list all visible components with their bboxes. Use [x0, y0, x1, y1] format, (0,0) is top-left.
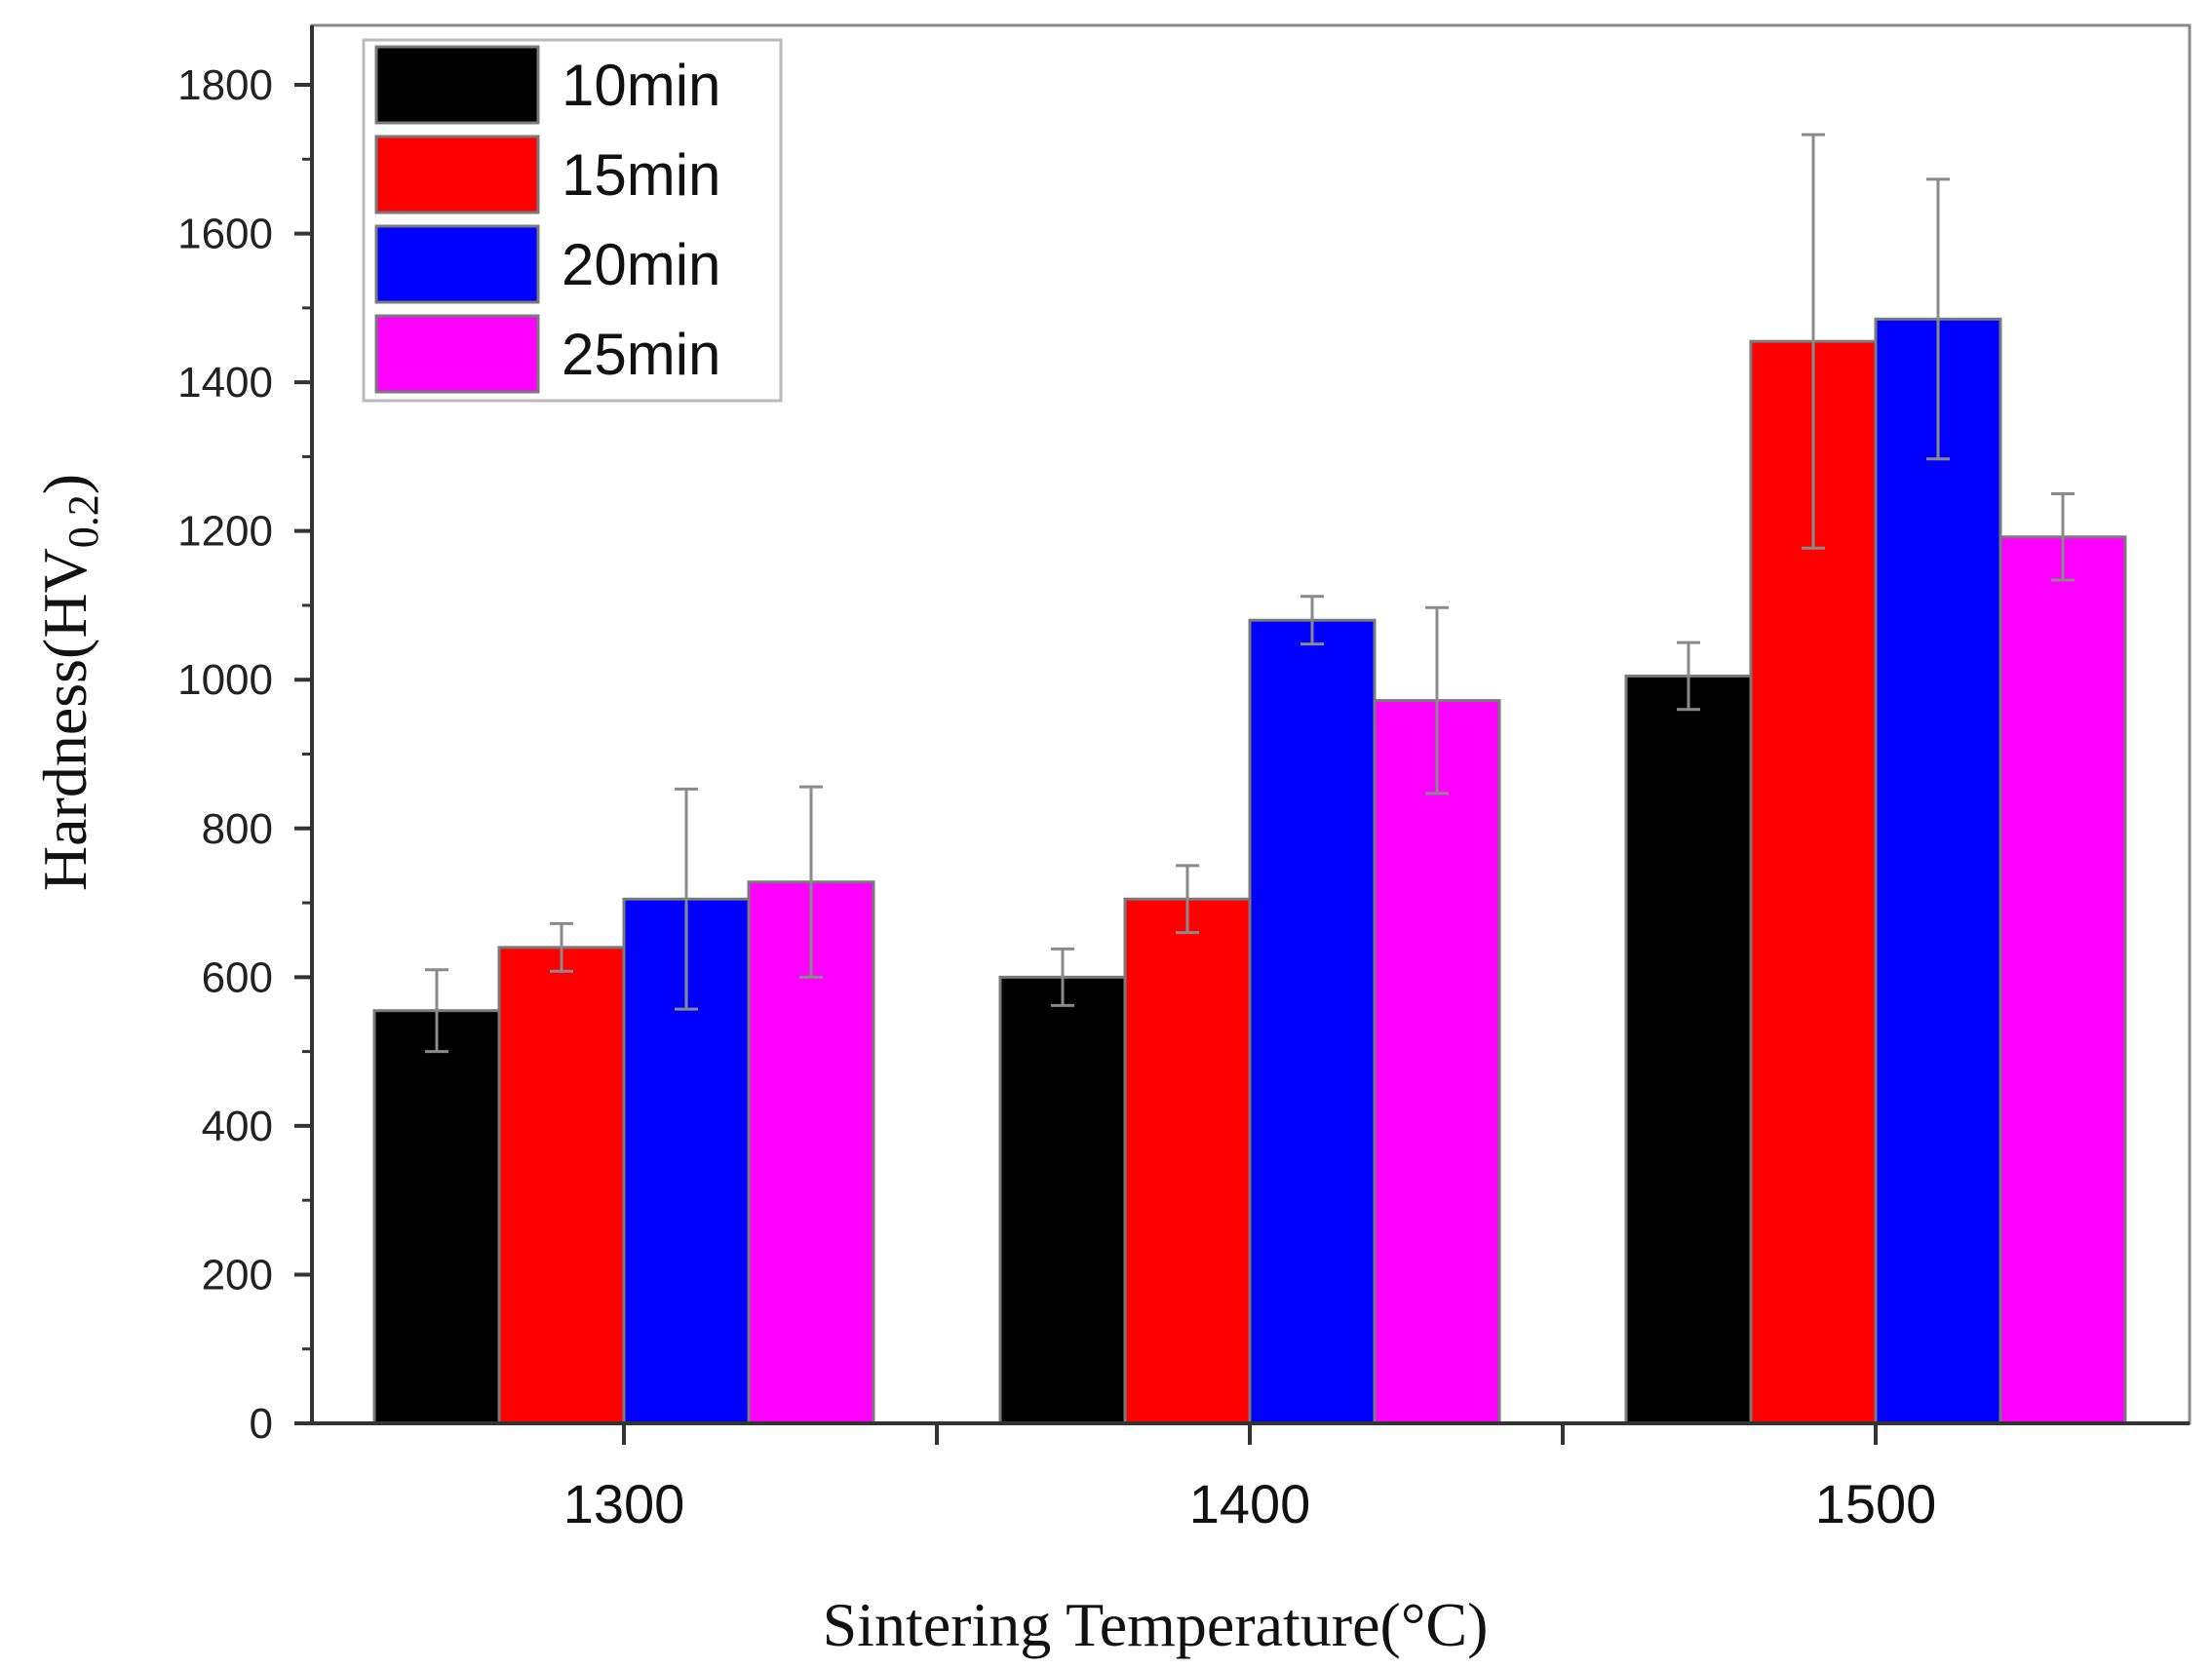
x-axis-title: Sintering Temperature(°C): [823, 1590, 1489, 1659]
bar-25min-1400: [1373, 699, 1501, 1425]
bar-10min-1400: [998, 975, 1127, 1425]
legend-label-10min: 10min: [562, 53, 720, 118]
legend: 10min 15min 20min 25min: [362, 38, 783, 403]
error-bar-20min-1500: [1926, 177, 1950, 461]
bar-20min-1400: [1248, 618, 1377, 1425]
legend-label-15min: 15min: [562, 142, 720, 208]
legend-swatch-10min: [374, 45, 540, 125]
error-bar-10min-1500: [1677, 640, 1700, 712]
y-tick-label: 400: [202, 1103, 273, 1150]
bar-15min-1400: [1123, 897, 1252, 1425]
y-tick-label: 1200: [177, 508, 273, 556]
y-axis-title-subscript: 0.2: [59, 494, 107, 548]
error-bar-20min-1300: [675, 787, 698, 1011]
error-bar-15min-1500: [1802, 133, 1825, 550]
legend-label-25min: 25min: [562, 322, 720, 387]
y-tick-label: 200: [202, 1251, 273, 1299]
bar-10min-1500: [1624, 674, 1753, 1425]
y-tick-label: 0: [250, 1400, 273, 1448]
x-category-label-1400: 1400: [1189, 1473, 1311, 1534]
y-tick-label: 1800: [177, 61, 273, 109]
error-bar-20min-1400: [1300, 595, 1324, 646]
bar-10min-1300: [372, 1009, 501, 1425]
error-bar-10min-1400: [1051, 947, 1074, 1007]
error-bar-25min-1400: [1425, 605, 1449, 796]
legend-label-20min: 20min: [562, 232, 720, 297]
y-tick-label: 800: [202, 805, 273, 853]
error-bars-layer: [425, 133, 2075, 1054]
y-tick-label: 1600: [177, 211, 273, 258]
legend-swatch-25min: [374, 314, 540, 394]
error-bar-10min-1300: [425, 968, 448, 1054]
y-tick-labels: 0 200 400 600 800 1000 1200 1400 1600 1800: [177, 61, 273, 1448]
bar-20min-1500: [1874, 317, 2002, 1425]
error-bar-25min-1300: [799, 785, 823, 979]
bar-25min-1500: [1999, 535, 2127, 1425]
y-axis-title-main: Hardness(HV: [30, 548, 99, 891]
bars-layer: [372, 317, 2127, 1425]
x-category-labels: 1300 1400 1500: [563, 1473, 1937, 1534]
x-category-label-1500: 1500: [1815, 1473, 1937, 1534]
legend-swatch-20min: [374, 224, 540, 304]
y-tick-label: 1400: [177, 359, 273, 407]
error-bar-25min-1500: [2051, 492, 2075, 582]
x-category-label-1300: 1300: [563, 1473, 685, 1534]
y-axis-title: Hardness(HV0.2): [30, 474, 107, 891]
error-bar-15min-1300: [550, 921, 573, 973]
bar-15min-1300: [497, 946, 626, 1425]
y-axis-title-suffix: ): [30, 474, 99, 494]
error-bar-15min-1400: [1176, 864, 1199, 935]
legend-swatch-15min: [374, 135, 540, 214]
y-tick-label: 600: [202, 953, 273, 1001]
axes-layer: [294, 25, 2190, 1445]
y-tick-label: 1000: [177, 656, 273, 704]
